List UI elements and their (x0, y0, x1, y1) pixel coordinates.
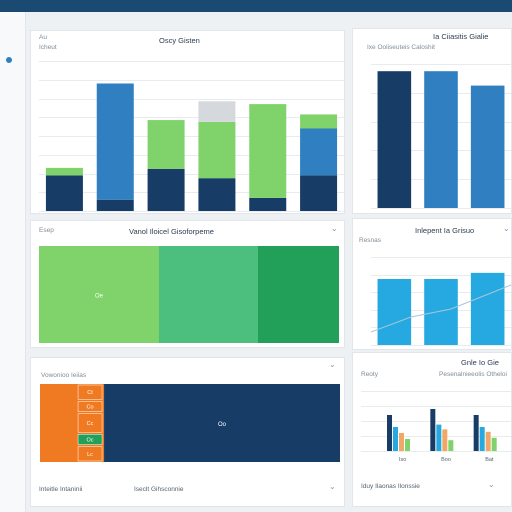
treemap-main-cell (104, 384, 340, 462)
stacked-bar-segment (249, 104, 287, 198)
grouped-bar (473, 415, 479, 451)
grouped-bar (393, 427, 398, 451)
treemap-small-cell (77, 401, 103, 412)
treemap-cell (39, 246, 159, 343)
bottom-right-subtitle: Pesenalnieeolis Otheloi (439, 371, 507, 378)
treemap-cell (258, 246, 339, 343)
bottom-right-footer: Iduy Ilaonas Ilonssie (361, 483, 420, 490)
bottom-left-menu-icon[interactable]: ⌄ (329, 360, 336, 369)
grouped-bar-category-label: Iso (399, 457, 406, 463)
top-right-bar (470, 85, 505, 208)
treemap-small-cell (77, 413, 103, 433)
treemap-small-cell (77, 434, 103, 445)
bottom-left-footer-menu-icon[interactable]: ⌄ (329, 482, 336, 491)
treemap-title: Vanol Iloicel Gisoforpeme (129, 227, 214, 236)
grouped-bar (485, 431, 491, 451)
stacked-bar-segment (45, 167, 83, 176)
bottom-left-treemap-chart: Oo Ct Co Cc Oc Lc (40, 384, 340, 462)
grouped-bar (399, 433, 404, 451)
mid-right-bar-chart (370, 257, 512, 346)
grouped-bar (491, 437, 497, 451)
grouped-bar (448, 440, 454, 451)
bottom-right-footer-menu-icon[interactable]: ⌄ (488, 480, 495, 489)
overview-corner-label: Au (39, 34, 47, 41)
grouped-bar (430, 409, 436, 451)
treemap-left-label: Esep (39, 227, 54, 234)
stacked-bar-segment (198, 178, 236, 211)
treemap-main-label: Oo (218, 422, 227, 428)
grouped-bar (436, 424, 442, 451)
top-right-title: Ia Ciiasitis Gialie (433, 32, 489, 41)
bottom-left-footer-right: Iseclt Gihsconnie (134, 486, 184, 493)
stacked-bar-segment (96, 199, 134, 211)
stacked-bar-segment (147, 120, 185, 169)
treemap-small-label: Co (87, 405, 94, 411)
stacked-bar-segment (249, 197, 287, 211)
mid-right-bar (377, 279, 412, 345)
grouped-bar-category-label: Bat (485, 457, 494, 463)
treemap-menu-icon[interactable]: ⌄ (331, 224, 338, 233)
mid-right-left-label: Resnas (359, 237, 382, 244)
overview-title: Oscy Gisten (159, 36, 200, 45)
top-header-bar (0, 0, 512, 12)
top-right-bar-chart (371, 64, 511, 209)
treemap-small-label: Cc (87, 421, 94, 427)
treemap-panel: Esep Vanol Iloicel Gisoforpeme ⌄ Oe (30, 220, 345, 348)
grouped-bar (479, 427, 485, 451)
stacked-bar-segment (96, 83, 134, 200)
stacked-bar-chart (39, 61, 344, 212)
treemap-small-label: Ct (87, 390, 93, 396)
bottom-right-title: Gnle Io Gie (461, 358, 499, 367)
grouped-bar-category-label: Boo (441, 457, 451, 463)
grouped-bar (405, 439, 410, 451)
stacked-bar-segment (45, 175, 83, 211)
treemap-cell (159, 246, 258, 343)
treemap-small-cell (77, 384, 103, 400)
overview-panel: Au Icheut Oscy Gisten (30, 30, 345, 214)
treemap-small-cell (77, 446, 103, 462)
bottom-right-left-label: Reoty (361, 371, 378, 378)
stacked-bar-segment (300, 175, 338, 211)
bottom-left-panel: Vowonioo Ieiias ⌄ Oo Ct Co Cc Oc Lc Inteitle … (30, 357, 345, 507)
mid-right-bar (424, 279, 458, 345)
top-right-bar (424, 71, 458, 208)
top-right-panel: Ia Ciiasitis Gialie Ixe Ooliseuteis Calo… (352, 28, 512, 214)
stacked-bar-segment (198, 121, 236, 179)
stacked-bar-segment (198, 101, 236, 122)
grouped-bar (442, 429, 448, 451)
sidebar (0, 12, 26, 512)
mid-right-trend-line (370, 284, 512, 333)
treemap-small-label: Lc (87, 452, 93, 458)
top-right-subtitle: Ixe Ooliseuteis Caloshit (367, 44, 435, 51)
overview-subtitle: Icheut (39, 44, 57, 51)
stacked-bar-segment (300, 114, 338, 129)
stacked-bar-segment (300, 128, 338, 176)
bottom-right-panel: Gnle Io Gie Reoty Pesenalnieeolis Othelo… (352, 352, 512, 507)
mid-right-menu-icon[interactable]: ⌄ (503, 224, 510, 233)
bottom-left-footer-left: Inteitle Intaninii (39, 486, 83, 493)
grouped-bar (387, 415, 392, 451)
circle-dot-icon[interactable] (6, 57, 12, 63)
mid-right-panel: Resnas Inlepent Ia Grisuo ⌄ (352, 218, 512, 350)
grouped-bar-chart: Iso Boo Bat (361, 391, 511, 463)
top-right-bar (377, 71, 412, 208)
stacked-bar-segment (147, 168, 185, 211)
treemap-cell-label: Oe (95, 294, 104, 300)
bottom-left-label: Vowonioo Ieiias (41, 372, 87, 379)
treemap-small-label: Oc (87, 437, 94, 443)
treemap-chart: Oe (39, 246, 339, 343)
mid-right-bar (470, 272, 505, 345)
mid-right-title: Inlepent Ia Grisuo (415, 226, 475, 235)
